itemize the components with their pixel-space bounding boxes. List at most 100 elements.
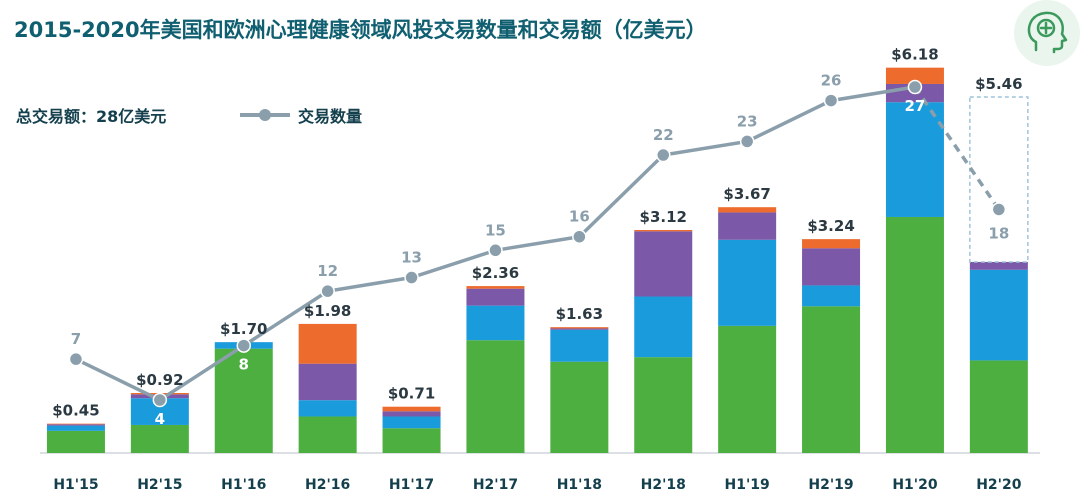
bars-layer <box>46 67 1029 453</box>
deal-count-label: 23 <box>737 112 758 130</box>
deal-count-point <box>488 243 503 258</box>
x-tick-label: H1'18 <box>557 477 602 493</box>
deal-count-label: 22 <box>653 126 674 144</box>
x-tick-label: H1'19 <box>725 477 770 493</box>
bar-segment-orange <box>46 423 105 425</box>
deal-count-label: 8 <box>239 356 249 374</box>
x-tick-label: H1'15 <box>53 477 98 493</box>
bar-segment-green <box>214 348 273 453</box>
bar-segment-blue <box>382 416 441 429</box>
x-tick-label: H1'16 <box>221 477 266 493</box>
deal-count-point <box>991 202 1007 217</box>
deal-count-label: 13 <box>401 249 422 267</box>
bar-segment-green <box>382 428 441 453</box>
deal-count-label: 12 <box>317 262 338 280</box>
bar-segment-blue <box>885 102 944 217</box>
bar-value-label: $1.63 <box>556 305 603 323</box>
deal-count-label: 4 <box>155 410 165 428</box>
bar-segment-green <box>550 361 609 453</box>
labels-layer: H1'15 $0.45 H2'15 $0.92 H1'16 $1.70 H2'16 $1.98… <box>52 46 1022 493</box>
bar-value-label: $3.24 <box>807 217 854 235</box>
bar-segment-purple <box>46 424 105 426</box>
bar-segment-green <box>718 325 777 453</box>
deal-count-line-projected <box>913 86 1001 211</box>
bar-segment-blue <box>634 296 693 358</box>
deal-count-label: 16 <box>569 208 590 226</box>
bar-value-label: $0.71 <box>388 385 435 403</box>
bar-segment-green <box>46 430 105 453</box>
deal-count-label: 18 <box>988 224 1009 242</box>
bar-segment-orange <box>466 286 525 289</box>
bar-segment-orange <box>802 239 861 249</box>
deal-count-point <box>404 270 419 285</box>
bar-segment-blue <box>46 425 105 431</box>
bar-segment-blue <box>718 239 777 326</box>
bar-segment-purple <box>298 363 357 401</box>
bar-value-label: $1.70 <box>220 320 267 338</box>
bar-segment-orange <box>885 67 944 84</box>
deal-count-label: 15 <box>485 221 506 239</box>
deal-count-point <box>320 283 335 299</box>
bar-segment-green <box>802 306 861 453</box>
bar-segment-purple <box>466 288 525 306</box>
bar-segment-orange <box>634 230 693 232</box>
deal-count-point <box>656 147 671 163</box>
bar-segment-green <box>969 360 1028 453</box>
deal-count-point <box>907 79 923 95</box>
legend-label-deal-count: 交易数量 <box>298 107 363 126</box>
x-tick-label: H2'16 <box>305 477 350 493</box>
deal-count-point <box>68 351 84 367</box>
bar-segment-orange <box>298 323 357 364</box>
bar-segment-purple <box>382 411 441 417</box>
deal-count-label: 26 <box>821 72 842 90</box>
bar-value-label: $3.12 <box>640 208 687 226</box>
bar-value-label: $0.92 <box>136 371 183 389</box>
deal-count-line-layer <box>68 79 1007 408</box>
legend-dot-marker <box>259 109 271 121</box>
bar-segment-purple <box>634 231 693 297</box>
bar-segment-orange <box>550 327 609 329</box>
bar-value-label: $6.18 <box>891 46 938 64</box>
x-tick-label: H2'18 <box>641 477 686 493</box>
deal-count-point <box>236 338 251 353</box>
bar-segment-green <box>885 216 944 453</box>
x-tick-label: H1'17 <box>389 477 434 493</box>
chart-title: 2015-2020年美国和欧洲心理健康领域风投交易数量和交易额（亿美元） <box>14 18 707 42</box>
bar-segment-orange <box>718 207 777 213</box>
bar-segment-green <box>298 416 357 453</box>
head-with-medical-cross-icon <box>1014 0 1080 66</box>
x-tick-label: H2'19 <box>808 477 853 493</box>
deal-count-point <box>823 93 839 108</box>
total-deal-value: 总交易额：28亿美元 <box>16 107 167 126</box>
bar-segment-blue <box>802 285 861 307</box>
bar-segment-blue <box>298 400 357 417</box>
bar-segment-purple <box>802 248 861 286</box>
x-tick-label: H2'17 <box>473 477 518 493</box>
bar-value-label: $3.67 <box>723 185 770 203</box>
projected-bar-outline <box>969 96 1029 263</box>
x-tick-label: H1'20 <box>892 477 937 493</box>
deal-count-label: 27 <box>905 97 926 115</box>
bar-segment-green <box>634 357 693 453</box>
x-tick-label: H2'15 <box>137 477 182 493</box>
legend-line-marker <box>240 109 290 121</box>
bar-segment-green <box>130 424 189 453</box>
bar-value-label: $2.36 <box>472 264 519 282</box>
bar-value-label: $1.98 <box>304 302 351 320</box>
deal-count-point <box>739 134 755 149</box>
bar-segment-blue <box>550 329 609 362</box>
bar-segment-purple <box>969 261 1028 270</box>
bar-segment-blue <box>969 269 1028 361</box>
bar-segment-blue <box>466 305 525 341</box>
bar-segment-purple <box>550 328 609 330</box>
deal-count-point <box>152 392 168 408</box>
bar-segment-green <box>466 340 525 453</box>
bar-value-label: $0.45 <box>52 402 99 420</box>
legend: 交易数量 <box>240 103 362 127</box>
x-tick-label: H2'20 <box>976 477 1021 493</box>
bar-segment-orange <box>382 406 441 412</box>
bar-segment-purple <box>718 212 777 240</box>
deal-count-label: 7 <box>71 330 81 348</box>
bar-value-label: $5.46 <box>975 75 1022 93</box>
